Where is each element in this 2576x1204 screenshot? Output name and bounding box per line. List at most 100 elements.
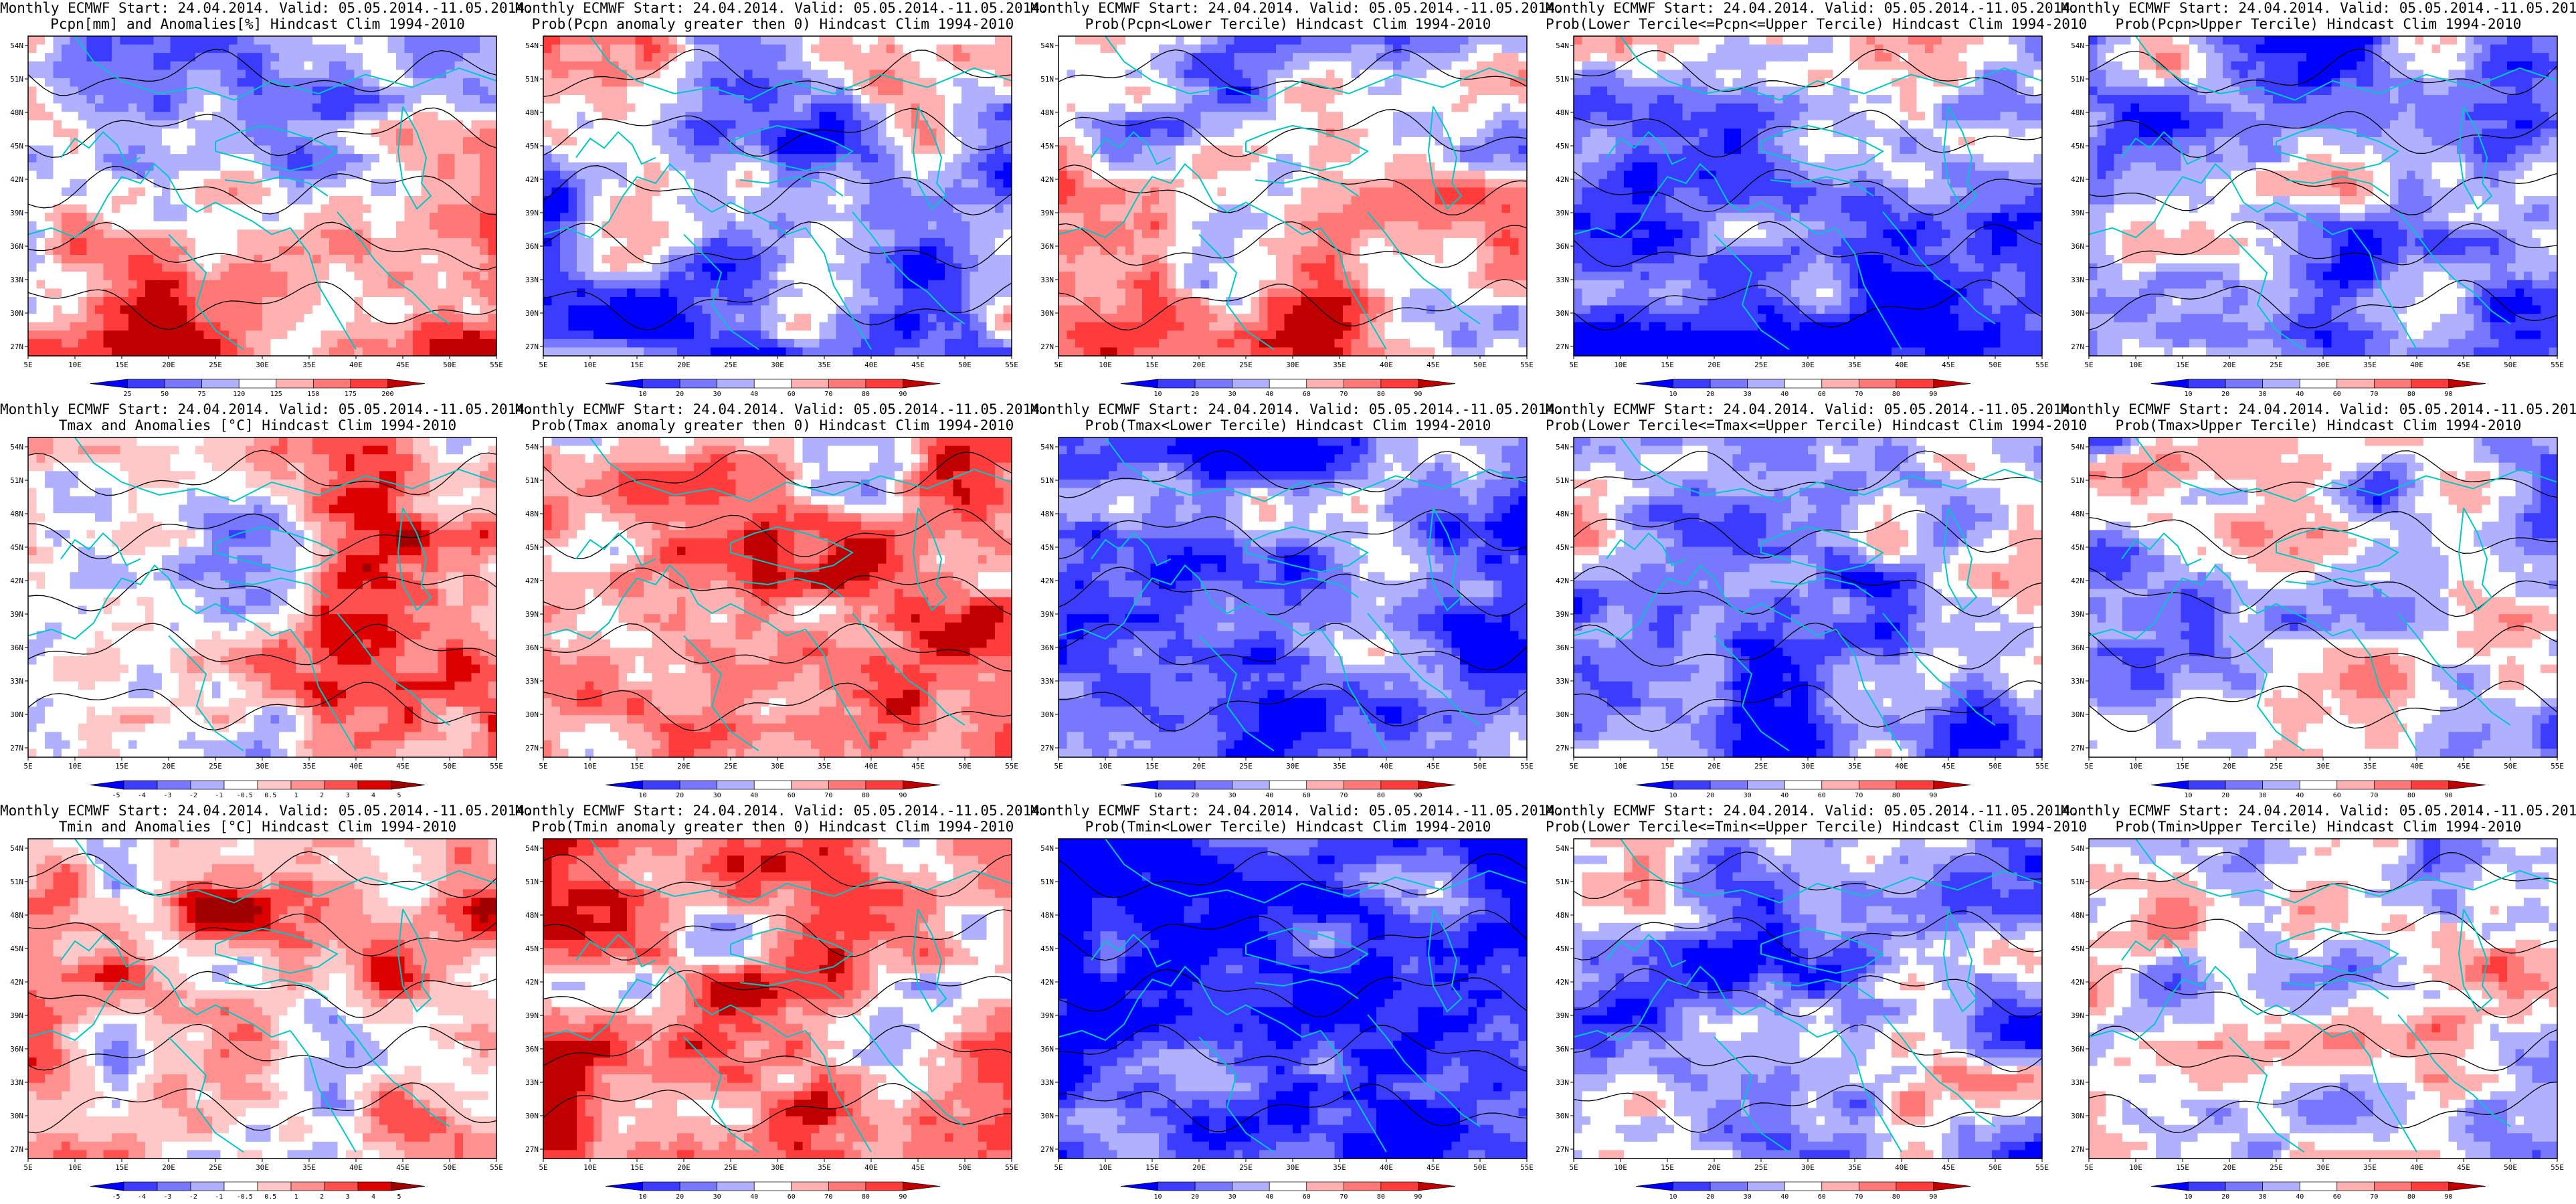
contour-lines	[27, 48, 497, 330]
colorbar-swatch	[391, 1181, 426, 1191]
colorbar-swatch	[157, 780, 191, 790]
lon-tick-label: 30E	[2316, 361, 2330, 369]
forecast-map: 54N 51N 48N 45N 42N 39N 36N 33N 30N 27N 5E 10E 15E 20…	[1556, 35, 2049, 369]
panel-title-line-2: Prob(Pcpn<Lower Tercile) Hindcast Clim 1…	[1030, 16, 1546, 32]
colorbar-label: 90	[1929, 1193, 1937, 1201]
panel-title-line-2: Prob(Tmax anomaly greater then 0) Hindca…	[515, 417, 1030, 433]
colorbar-label: 5	[397, 792, 401, 799]
forecast-panel: Monthly ECMWF Start: 24.04.2014. Valid: …	[2061, 0, 2576, 401]
lat-tick-label: 51N	[2071, 878, 2084, 886]
lon-tick-label: 30E	[2316, 1163, 2330, 1172]
lon-tick-label: 35E	[302, 1163, 316, 1172]
lon-tick-label: 20E	[2223, 762, 2236, 771]
colorbar-swatch	[865, 780, 903, 790]
lat-tick-label: 45N	[1040, 543, 1054, 552]
lat-tick-label: 54N	[2071, 844, 2084, 853]
lat-tick-label: 54N	[10, 844, 23, 853]
forecast-panel: Monthly ECMWF Start: 24.04.2014. Valid: …	[1546, 401, 2087, 803]
lat-tick-label: 54N	[10, 41, 23, 50]
colorbar-swatch	[2373, 780, 2412, 790]
shaded-field	[2089, 839, 2558, 1159]
lat-tick-label: 48N	[1556, 510, 1569, 518]
colorbar-label: 90	[899, 792, 907, 799]
lat-tick-label: 51N	[1040, 878, 1054, 886]
colorbar-label: 90	[1929, 792, 1937, 799]
colorbar-swatch	[753, 1181, 792, 1191]
colorbar-swatch	[865, 1181, 903, 1191]
lon-tick-label: 40E	[1380, 361, 1393, 369]
colorbar: 10 20 30 40 60 70 80 90	[1635, 1181, 1971, 1201]
lat-tick-label: 39N	[10, 1011, 23, 1020]
lat-tick-label: 51N	[1040, 476, 1054, 485]
colorbar-swatch	[2225, 780, 2264, 790]
lat-tick-label: 45N	[10, 142, 23, 150]
lon-tick-label: 25E	[209, 1163, 222, 1172]
lat-tick-label: 48N	[10, 108, 23, 117]
lat-tick-label: 39N	[525, 209, 539, 217]
colorbar-swatch	[1380, 780, 1418, 790]
panel-title-line-2: Tmin and Anomalies [°C] Hindcast Clim 19…	[0, 819, 515, 835]
colorbar-label: 80	[862, 1193, 870, 1201]
lat-tick-label: 30N	[1556, 710, 1569, 719]
forecast-panel: Monthly ECMWF Start: 24.04.2014. Valid: …	[0, 401, 533, 803]
colorbar-label: 60	[1303, 1193, 1311, 1201]
lon-tick-label: 25E	[1754, 361, 1768, 369]
colorbar-label: 80	[1892, 1193, 1900, 1201]
colorbar-swatch	[1710, 1181, 1748, 1191]
lat-tick-label: 33N	[10, 276, 23, 284]
colorbar-swatch	[2262, 379, 2300, 389]
forecast-panel: Monthly ECMWF Start: 24.04.2014. Valid: …	[1546, 0, 2087, 401]
lon-tick-label: 10E	[68, 1163, 82, 1172]
colorbar-swatch	[903, 1181, 941, 1191]
lon-tick-label: 30E	[1286, 762, 1299, 771]
colorbar-label: 40	[1780, 792, 1788, 799]
lat-tick-label: 42N	[1040, 577, 1054, 585]
lat-tick-label: 51N	[1556, 75, 1569, 84]
colorbar-swatch	[2188, 1181, 2226, 1191]
colorbar-label: 30	[1744, 792, 1752, 799]
colorbar-swatch	[157, 1181, 191, 1191]
forecast-panel: Monthly ECMWF Start: 24.04.2014. Valid: …	[1030, 0, 1564, 401]
lon-tick-label: 40E	[349, 1163, 363, 1172]
panel-title-line-1: Monthly ECMWF Start: 24.04.2014. Valid: …	[1030, 0, 1564, 16]
colorbar-swatch	[1747, 379, 1785, 389]
colorbar-swatch	[1896, 1181, 1934, 1191]
lat-tick-label: 27N	[1040, 744, 1054, 752]
lon-tick-label: 45E	[911, 762, 925, 771]
colorbar-swatch	[324, 780, 359, 790]
lon-tick-label: 50E	[443, 762, 456, 771]
coastlines	[27, 838, 497, 1153]
colorbar-label: 50	[161, 391, 169, 398]
lat-tick-label: 42N	[2071, 175, 2084, 184]
lat-tick-label: 30N	[525, 710, 539, 719]
lat-tick-label: 48N	[525, 510, 539, 518]
colorbar-label: 4	[371, 1193, 375, 1201]
lon-tick-label: 55E	[490, 762, 503, 771]
lon-tick-label: 10E	[583, 1163, 597, 1172]
lat-tick-label: 27N	[1040, 342, 1054, 351]
colorbar: 10 20 30 40 60 70 80 90	[1635, 379, 1971, 398]
colorbar: 10 20 30 40 60 70 80 90	[2150, 379, 2486, 398]
panel-title-line-1: Monthly ECMWF Start: 24.04.2014. Valid: …	[2061, 803, 2576, 819]
lat-tick-label: 45N	[2071, 142, 2084, 150]
colorbar-swatch	[2448, 1181, 2486, 1191]
colorbar-label: 80	[862, 391, 870, 398]
colorbar-label: 90	[1414, 1193, 1422, 1201]
lon-tick-label: 50E	[1989, 762, 2002, 771]
lon-tick-label: 55E	[1005, 762, 1018, 771]
colorbar-label: -1	[215, 1193, 223, 1201]
colorbar-swatch	[2150, 1181, 2189, 1191]
panel-title-line-2: Prob(Pcpn>Upper Tercile) Hindcast Clim 1…	[2061, 16, 2576, 32]
lat-tick-label: 33N	[525, 276, 539, 284]
colorbar-label: 30	[1228, 391, 1236, 398]
coastlines	[1058, 838, 1528, 1153]
colorbar-label: 30	[713, 391, 721, 398]
lon-tick-label: 40E	[349, 762, 363, 771]
lon-tick-label: 40E	[864, 762, 878, 771]
colorbar-label: 90	[1414, 391, 1422, 398]
colorbar-swatch	[1784, 780, 1823, 790]
lat-tick-label: 42N	[525, 175, 539, 184]
lat-tick-label: 39N	[1040, 209, 1054, 217]
colorbar-label: 40	[1780, 1193, 1788, 1201]
colorbar-label: 40	[2296, 792, 2304, 799]
